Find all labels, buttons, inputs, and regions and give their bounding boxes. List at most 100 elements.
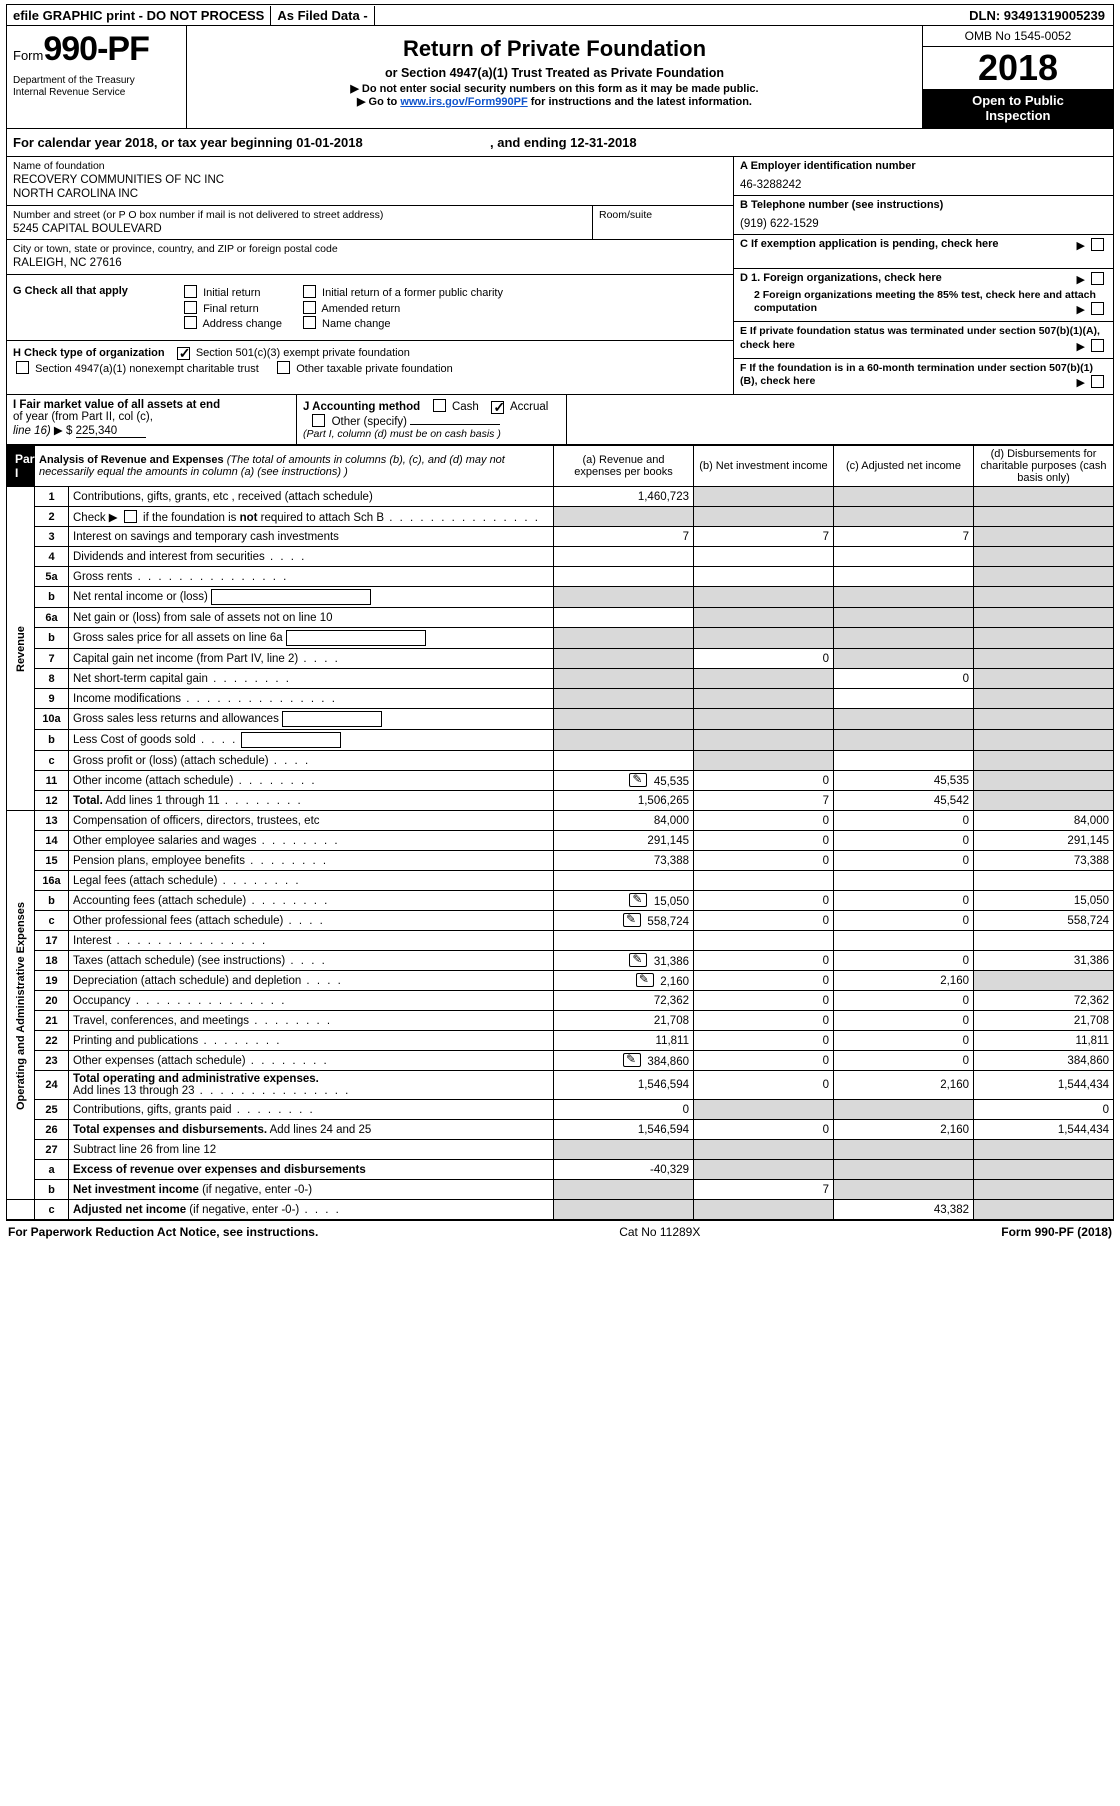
footer: For Paperwork Reduction Act Notice, see … <box>6 1220 1114 1243</box>
row-9: 9 Income modifications <box>7 689 1114 709</box>
row-11: 11 Other income (attach schedule) 45,535… <box>7 771 1114 791</box>
city-cell: City or town, state or province, country… <box>7 240 733 275</box>
section-i: I Fair market value of all assets at end… <box>7 395 297 444</box>
dln-label: DLN: 93491319005239 <box>961 6 1113 25</box>
header-mid: Return of Private Foundation or Section … <box>187 26 923 128</box>
row-7: 7 Capital gain net income (from Part IV,… <box>7 649 1114 669</box>
section-g: G Check all that apply Initial return Fi… <box>7 275 733 341</box>
omb-number: OMB No 1545-0052 <box>923 26 1113 47</box>
attach-icon[interactable] <box>629 893 647 907</box>
instructions-link[interactable]: www.irs.gov/Form990PF <box>400 96 527 108</box>
checkbox-sch-b[interactable] <box>124 510 137 523</box>
entity-info: Name of foundation RECOVERY COMMUNITIES … <box>6 157 1114 395</box>
checkbox-e[interactable] <box>1091 339 1104 352</box>
row-10b: b Less Cost of goods sold <box>7 730 1114 751</box>
asfiled-label: As Filed Data - <box>271 6 374 25</box>
page: efile GRAPHIC print - DO NOT PROCESS As … <box>0 0 1120 1247</box>
part1-header-row: Part I Analysis of Revenue and Expenses … <box>7 446 1114 487</box>
row-12: 12 Total. Add lines 1 through 11 1,506,2… <box>7 791 1114 811</box>
part1-badge: Part I <box>7 446 35 487</box>
row-6a: 6a Net gain or (loss) from sale of asset… <box>7 608 1114 628</box>
attach-icon[interactable] <box>629 773 647 787</box>
checkbox-501c3[interactable] <box>177 347 190 360</box>
row-4: 4 Dividends and interest from securities <box>7 547 1114 567</box>
row-27c: cAdjusted net income (if negative, enter… <box>7 1200 1114 1220</box>
row-20: 20Occupancy72,3620072,362 <box>7 991 1114 1011</box>
phone-cell: B Telephone number (see instructions) (9… <box>734 196 1113 235</box>
efile-label: efile GRAPHIC print - DO NOT PROCESS <box>7 6 271 25</box>
checkbox-initial-former[interactable] <box>303 285 316 298</box>
form-number: Form990-PF <box>13 30 180 69</box>
tax-year: 2018 <box>923 47 1113 90</box>
row-18: 18Taxes (attach schedule) (see instructi… <box>7 951 1114 971</box>
checkbox-cash[interactable] <box>433 399 446 412</box>
row-16b: bAccounting fees (attach schedule) 15,05… <box>7 891 1114 911</box>
info-right: A Employer identification number 46-3288… <box>733 157 1113 394</box>
row-19: 19Depreciation (attach schedule) and dep… <box>7 971 1114 991</box>
checkbox-c[interactable] <box>1091 238 1104 251</box>
row-6b: b Gross sales price for all assets on li… <box>7 628 1114 649</box>
row-27b: bNet investment income (if negative, ent… <box>7 1180 1114 1200</box>
section-h: H Check type of organization Section 501… <box>7 341 733 383</box>
col-d-header: (d) Disbursements for charitable purpose… <box>974 446 1114 487</box>
checkbox-d2[interactable] <box>1091 302 1104 315</box>
ein-cell: A Employer identification number 46-3288… <box>734 157 1113 196</box>
header-title: Return of Private Foundation <box>199 36 910 62</box>
row-1: Revenue 1 Contributions, gifts, grants, … <box>7 487 1114 507</box>
row-5a: 5a Gross rents <box>7 567 1114 587</box>
attach-icon[interactable] <box>623 913 641 927</box>
col-c-header: (c) Adjusted net income <box>834 446 974 487</box>
attach-icon[interactable] <box>629 953 647 967</box>
checkbox-other-method[interactable] <box>312 414 325 427</box>
checkbox-amended-return[interactable] <box>303 301 316 314</box>
checkbox-accrual[interactable] <box>491 401 504 414</box>
row-13: Operating and Administrative Expenses 13… <box>7 811 1114 831</box>
checkbox-d1[interactable] <box>1091 272 1104 285</box>
d-cell: D 1. Foreign organizations, check here▶ … <box>734 269 1113 322</box>
calendar-year-row: For calendar year 2018, or tax year begi… <box>6 129 1114 157</box>
row-27: 27Subtract line 26 from line 12 <box>7 1140 1114 1160</box>
checkbox-name-change[interactable] <box>303 316 316 329</box>
checkbox-final-return[interactable] <box>184 301 197 314</box>
foundation-name-cell: Name of foundation RECOVERY COMMUNITIES … <box>7 157 733 206</box>
footer-mid: Cat No 11289X <box>619 1225 700 1239</box>
row-16c: cOther professional fees (attach schedul… <box>7 911 1114 931</box>
section-f-dup <box>567 395 1113 444</box>
c-cell: C If exemption application is pending, c… <box>734 235 1113 269</box>
form-header: Form990-PF Department of the Treasury In… <box>6 26 1114 129</box>
dept: Department of the Treasury Internal Reve… <box>13 75 180 99</box>
row-27a: aExcess of revenue over expenses and dis… <box>7 1160 1114 1180</box>
part1-table: Part I Analysis of Revenue and Expenses … <box>6 445 1114 1220</box>
checkbox-f[interactable] <box>1091 375 1104 388</box>
checkbox-4947[interactable] <box>16 361 29 374</box>
row-26: 26Total expenses and disbursements. Add … <box>7 1120 1114 1140</box>
fmv-value: 225,340 <box>76 425 146 438</box>
address-cell: Number and street (or P O box number if … <box>7 206 733 241</box>
row-24: 24Total operating and administrative exp… <box>7 1071 1114 1100</box>
checkbox-address-change[interactable] <box>184 316 197 329</box>
row-17: 17Interest <box>7 931 1114 951</box>
footer-left: For Paperwork Reduction Act Notice, see … <box>8 1225 318 1239</box>
ijf-row: I Fair market value of all assets at end… <box>6 395 1114 445</box>
row-8: 8 Net short-term capital gain 0 <box>7 669 1114 689</box>
header-subtitle: or Section 4947(a)(1) Trust Treated as P… <box>199 66 910 80</box>
checkbox-initial-return[interactable] <box>184 285 197 298</box>
row-3: 3 Interest on savings and temporary cash… <box>7 527 1114 547</box>
row-21: 21Travel, conferences, and meetings21,70… <box>7 1011 1114 1031</box>
row-16a: 16aLegal fees (attach schedule) <box>7 871 1114 891</box>
header-note-2: ▶ Go to www.irs.gov/Form990PF for instru… <box>199 95 910 108</box>
row-25: 25Contributions, gifts, grants paid00 <box>7 1100 1114 1120</box>
header-left: Form990-PF Department of the Treasury In… <box>7 26 187 128</box>
row-10c: c Gross profit or (loss) (attach schedul… <box>7 751 1114 771</box>
side-revenue: Revenue <box>7 487 35 811</box>
row-23: 23Other expenses (attach schedule) 384,8… <box>7 1051 1114 1071</box>
row-10a: 10a Gross sales less returns and allowan… <box>7 709 1114 730</box>
f-cell: F If the foundation is in a 60-month ter… <box>734 359 1113 395</box>
row-22: 22Printing and publications11,8110011,81… <box>7 1031 1114 1051</box>
checkbox-other-taxable[interactable] <box>277 361 290 374</box>
footer-right: Form 990-PF (2018) <box>1001 1225 1112 1239</box>
attach-icon[interactable] <box>623 1053 641 1067</box>
e-cell: E If private foundation status was termi… <box>734 322 1113 359</box>
attach-icon[interactable] <box>636 973 654 987</box>
side-expenses: Operating and Administrative Expenses <box>7 811 35 1200</box>
